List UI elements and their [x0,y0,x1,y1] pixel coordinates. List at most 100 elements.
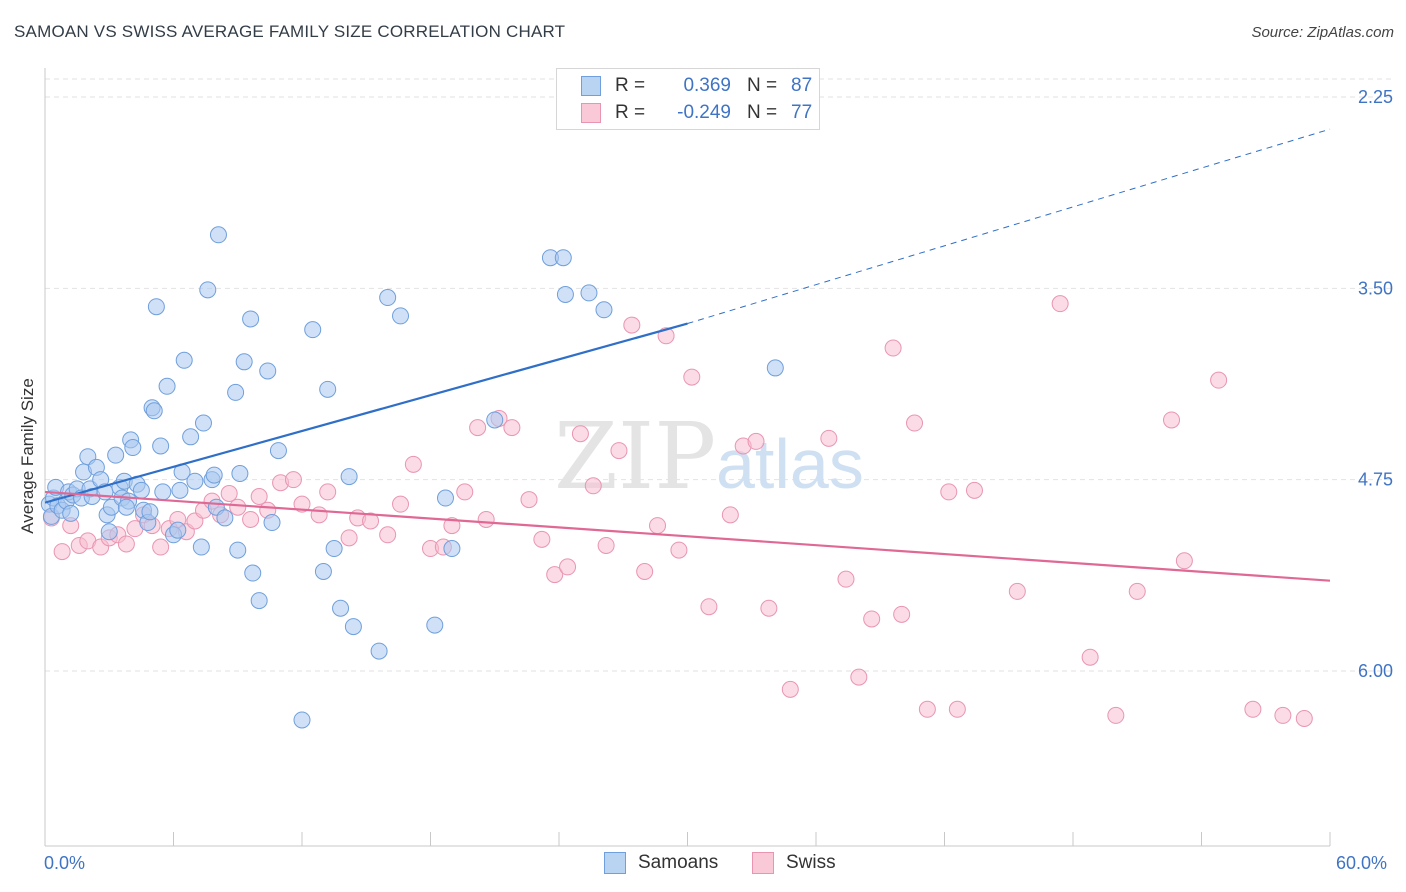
swiss-point [760,599,778,617]
samoans-point [392,307,410,325]
y-tick-label: 2.25 [1358,87,1393,107]
legend-item-samoans: Samoans [604,852,718,874]
samoans-point [250,592,268,610]
legend-r-value: -0.249 [677,102,731,123]
swiss-point [850,668,868,686]
trend-lines [44,128,1331,582]
series-legend: Samoans Swiss [0,852,1406,876]
y-tick-label: 4.75 [1358,470,1393,490]
swiss-point [1175,552,1193,570]
samoans-point [175,351,193,369]
legend-n-value: 87 [791,75,813,96]
swiss-point [1244,700,1262,718]
samoans-point [117,498,135,516]
samoans-point [194,414,212,432]
y-tick-label: 6.00 [1358,661,1393,681]
swiss-point [469,419,487,437]
samoans-point [370,642,388,660]
samoans-point [227,383,245,401]
swiss-point [229,498,247,516]
samoans-trend-extension [687,128,1331,325]
legend-n-value: 77 [791,102,813,123]
samoans-point [332,599,350,617]
samoans-point [182,428,200,446]
samoans-point [426,616,444,634]
samoans-point [209,226,227,244]
legend-row-swiss: R = -0.249 N = 77 [581,101,812,125]
swiss-point [683,368,701,386]
swiss-point [918,700,936,718]
legend-n-label: N = [747,75,778,96]
legend-item-swiss: Swiss [752,852,836,874]
swiss-point [319,483,337,501]
swiss-point [559,558,577,576]
swiss-point [220,484,238,502]
swiss-point [477,510,495,528]
swiss-point [340,529,358,547]
legend-r-label: R = [615,102,646,123]
swiss-point [1081,648,1099,666]
swiss-point [884,339,902,357]
samoans-point [216,509,234,527]
swiss-point [636,563,654,581]
swiss-legend-swatch [752,852,774,874]
samoans-point [231,465,249,483]
swiss-point [893,605,911,623]
swiss-point [310,506,328,524]
swiss-point [1051,295,1069,313]
swiss-point [906,414,924,432]
swiss-point [152,538,170,556]
y-tick-labels: 6.00 4.75 3.50 2.25 [1358,87,1393,681]
samoans-point [199,281,217,299]
swiss-point [820,429,838,447]
swiss-point [250,488,268,506]
swiss-point [242,510,260,528]
samoans-point [242,310,260,328]
samoans-point [124,439,142,457]
swiss-point [362,512,380,530]
swiss-point [379,526,397,544]
swiss-point [1008,582,1026,600]
samoans-point [171,481,189,499]
swiss-point [657,327,675,345]
samoans-point [325,540,343,558]
swiss-point [1274,706,1292,724]
x-max-label: 60.0% [1336,853,1388,873]
samoans-point [319,380,337,398]
correlation-legend: R = 0.369 N = 87 R = -0.249 N = 77 [556,68,820,130]
samoans-legend-label: Samoans [638,852,719,873]
swiss-point [721,506,739,524]
swiss-point [1128,582,1146,600]
swiss-point [533,530,551,548]
legend-r-value: 0.369 [683,75,731,96]
swiss-point [53,543,71,561]
swiss-point [571,425,589,443]
source-label: Source: ZipAtlas.com [1251,24,1394,41]
swiss-point [117,535,135,553]
samoans-point [556,285,574,303]
swiss-swatch [581,103,601,123]
legend-row-samoans: R = 0.369 N = 87 [581,74,812,98]
swiss-points [42,295,1313,727]
samoans-point [107,446,125,464]
swiss-point [584,477,602,495]
samoans-trend-line [44,322,688,504]
samoans-point [344,618,362,636]
samoans-point [580,284,598,302]
swiss-point [1210,371,1228,389]
swiss-point [1163,411,1181,429]
samoans-swatch [581,76,601,96]
legend-n-label: N = [747,102,778,123]
samoans-point [244,564,262,582]
samoans-point [141,503,159,521]
swiss-point [747,432,765,450]
watermark: ZIP atlas [554,403,864,510]
samoans-point [132,481,150,499]
swiss-point [610,442,628,460]
swiss-point [649,517,667,535]
samoans-point [340,468,358,486]
samoans-point [263,514,281,532]
samoans-point [186,472,204,490]
samoans-point [205,466,223,484]
